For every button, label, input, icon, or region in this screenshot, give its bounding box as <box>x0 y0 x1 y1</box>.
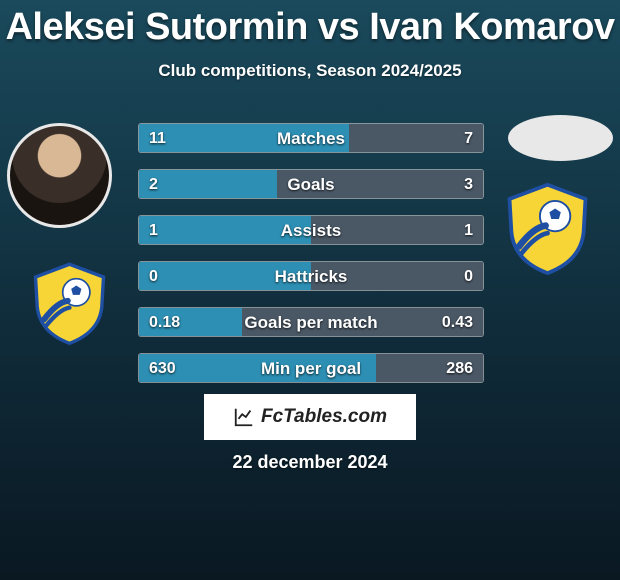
club-badge-left <box>27 260 112 345</box>
stat-label: Goals per match <box>139 308 483 337</box>
stat-row-hattricks: 00Hattricks <box>138 261 484 291</box>
stat-label: Goals <box>139 170 483 199</box>
stat-row-assists: 11Assists <box>138 215 484 245</box>
stat-row-goals-per-match: 0.180.43Goals per match <box>138 307 484 337</box>
brand-badge: FcTables.com <box>204 394 416 440</box>
stat-label: Matches <box>139 124 483 153</box>
stat-row-matches: 117Matches <box>138 123 484 153</box>
stats-icon <box>233 406 255 428</box>
stat-label: Assists <box>139 216 483 245</box>
date-label: 22 december 2024 <box>0 452 620 473</box>
page-title: Aleksei Sutormin vs Ivan Komarov <box>0 0 620 49</box>
stat-row-min-per-goal: 630286Min per goal <box>138 353 484 383</box>
stat-label: Hattricks <box>139 262 483 291</box>
stat-row-goals: 23Goals <box>138 169 484 199</box>
stat-label: Min per goal <box>139 354 483 383</box>
player-left-avatar <box>7 123 112 228</box>
stats-container: 117Matches 23Goals 11Assists 00Hattricks 0.1… <box>138 123 484 399</box>
club-badge-right <box>500 180 595 275</box>
player-right-avatar <box>508 115 613 161</box>
page-subtitle: Club competitions, Season 2024/2025 <box>0 61 620 81</box>
brand-text: FcTables.com <box>261 406 387 428</box>
